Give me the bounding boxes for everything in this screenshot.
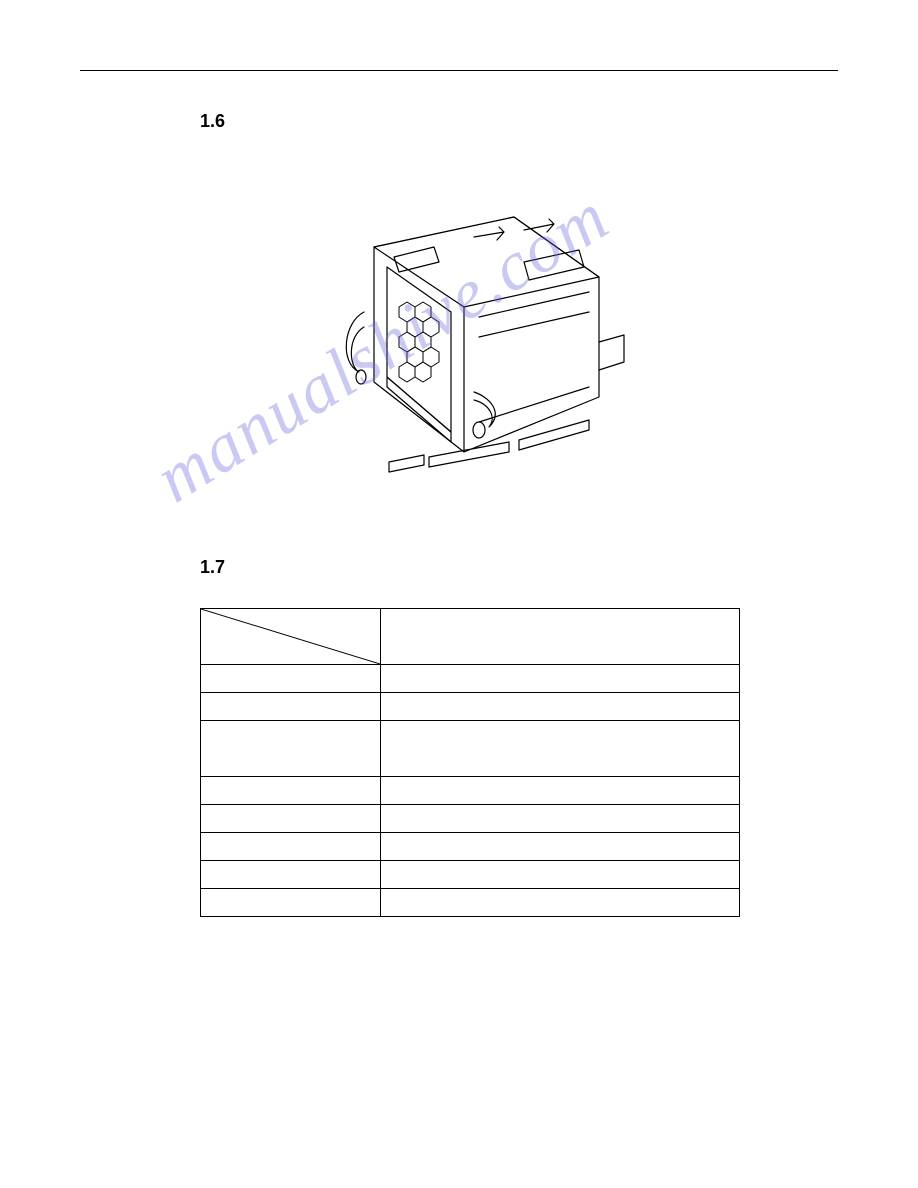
table-row bbox=[201, 805, 740, 833]
table-header-row bbox=[201, 609, 740, 665]
table-cell bbox=[381, 861, 740, 889]
section-1-7-heading: 1.7 bbox=[200, 557, 838, 578]
table-cell bbox=[201, 693, 381, 721]
table-cell bbox=[381, 721, 740, 777]
table-row bbox=[201, 833, 740, 861]
table-cell bbox=[201, 665, 381, 693]
table-row bbox=[201, 721, 740, 777]
table-cell bbox=[381, 665, 740, 693]
table-cell bbox=[381, 889, 740, 917]
figure-container bbox=[80, 162, 838, 497]
table-cell bbox=[201, 805, 381, 833]
table-cell bbox=[201, 777, 381, 805]
table-cell bbox=[381, 805, 740, 833]
table-diagonal-cell bbox=[201, 609, 381, 665]
section-number: 1.7 bbox=[200, 557, 225, 577]
table-cell bbox=[201, 833, 381, 861]
table-row bbox=[201, 665, 740, 693]
spec-table bbox=[200, 608, 740, 917]
table-cell bbox=[381, 777, 740, 805]
section-1-6-heading: 1.6 bbox=[200, 111, 838, 132]
section-number: 1.6 bbox=[200, 111, 225, 131]
table-cell bbox=[381, 833, 740, 861]
table-cell bbox=[201, 861, 381, 889]
fan-module-illustration bbox=[279, 162, 639, 492]
table-cell bbox=[201, 889, 381, 917]
table-row bbox=[201, 693, 740, 721]
table-cell bbox=[201, 721, 381, 777]
table-row bbox=[201, 889, 740, 917]
table-header-cell bbox=[381, 609, 740, 665]
header-rule bbox=[80, 70, 838, 71]
table-row bbox=[201, 861, 740, 889]
table-cell bbox=[381, 693, 740, 721]
table-row bbox=[201, 777, 740, 805]
